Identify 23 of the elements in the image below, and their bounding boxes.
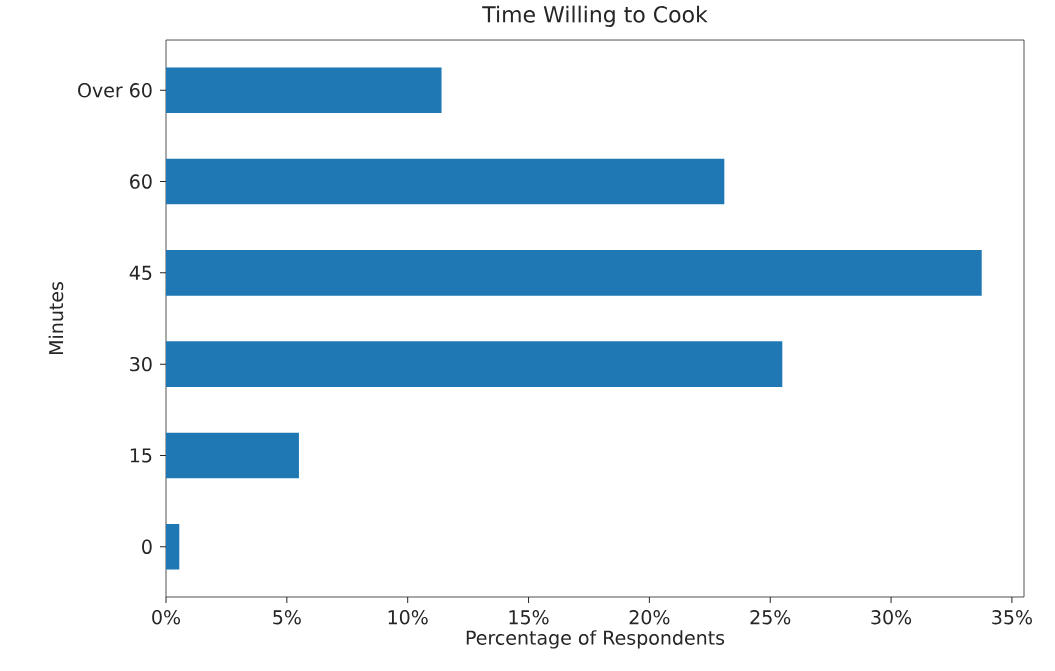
x-tick-label: 25% bbox=[750, 610, 791, 625]
x-tick-label: 5% bbox=[273, 610, 301, 625]
x-axis-title: Percentage of Respondents bbox=[466, 630, 725, 649]
x-tick-label: 35% bbox=[992, 610, 1032, 625]
bar bbox=[166, 158, 725, 205]
chart-title: Time Willing to Cook bbox=[482, 5, 708, 27]
bar bbox=[166, 250, 982, 296]
y-tick-label: 15 bbox=[130, 448, 152, 463]
x-tick-label: 30% bbox=[871, 610, 912, 625]
y-tick-label: 45 bbox=[129, 265, 152, 280]
y-axis-title: Minutes bbox=[48, 282, 64, 355]
bar bbox=[166, 67, 442, 114]
bar bbox=[166, 341, 783, 387]
x-tick-label: 0% bbox=[152, 610, 181, 625]
x-tick-label: 10% bbox=[388, 610, 428, 625]
y-tick-label: 60 bbox=[130, 174, 152, 189]
x-tick-label: 15% bbox=[509, 610, 549, 625]
y-tick-label: 30 bbox=[130, 356, 152, 372]
y-tick-label: Over 60 bbox=[78, 83, 152, 98]
bar bbox=[166, 432, 299, 479]
bar bbox=[166, 523, 180, 570]
y-tick-label: 0 bbox=[142, 539, 152, 554]
x-tick-label: 20% bbox=[629, 610, 670, 625]
